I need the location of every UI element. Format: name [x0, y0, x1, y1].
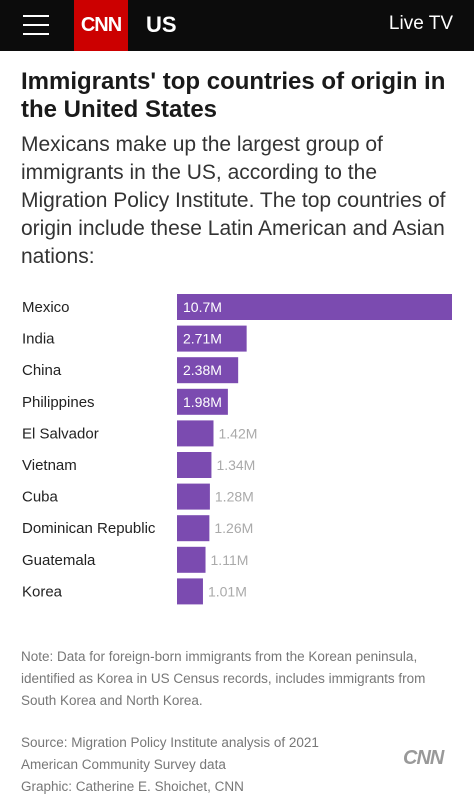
edition-label[interactable]: US	[146, 12, 177, 37]
chart-subtitle: Mexicans make up the largest group of im…	[21, 133, 446, 268]
category-label: Korea	[22, 583, 63, 600]
live-tv-link[interactable]: Live TV	[388, 13, 453, 34]
bar	[177, 357, 239, 384]
value-label: 1.11M	[211, 552, 249, 568]
value-label: 1.42M	[218, 425, 257, 441]
chart-note: Note: Data for foreign-born immigrants f…	[21, 649, 426, 708]
chart-title: Immigrants' top countries of origin in t…	[21, 68, 446, 123]
chart-source: Source: Migration Policy Institute analy…	[21, 732, 401, 798]
category-label: Mexico	[22, 299, 70, 316]
menu-icon[interactable]	[23, 12, 49, 38]
source-line: American Community Survey data	[21, 757, 226, 772]
value-label: 2.71M	[183, 331, 222, 347]
bar	[177, 420, 214, 447]
source-line: Source: Migration Policy Institute analy…	[21, 735, 319, 750]
bar	[177, 325, 247, 352]
value-label: 1.34M	[216, 457, 255, 473]
value-label: 10.7M	[183, 299, 222, 315]
top-navigation-bar: CNN US Live TV	[0, 0, 474, 51]
value-label: 1.01M	[208, 583, 247, 599]
bar	[177, 388, 228, 415]
cnn-logo[interactable]: CNN	[74, 0, 128, 51]
bar	[177, 515, 210, 542]
category-label: Vietnam	[22, 457, 77, 474]
category-label: Philippines	[22, 394, 95, 411]
value-label: 1.26M	[214, 520, 253, 536]
graphic-credit: Graphic: Catherine E. Shoichet, CNN	[21, 779, 244, 794]
category-label: El Salvador	[22, 425, 99, 442]
category-label: China	[22, 362, 62, 379]
bar-chart: Mexico 10.7M India 2.71M China 2.38M Philippin…	[22, 294, 452, 605]
bar	[177, 294, 452, 320]
value-label: 2.38M	[183, 362, 222, 378]
category-label: Guatemala	[22, 552, 96, 569]
bar	[177, 546, 206, 573]
value-label: 1.28M	[215, 489, 254, 505]
bar	[177, 483, 210, 510]
value-label: 1.98M	[183, 394, 222, 410]
category-label: Cuba	[22, 489, 59, 506]
bar	[177, 578, 203, 605]
category-label: India	[22, 331, 55, 348]
category-label: Dominican Republic	[22, 520, 156, 537]
bar	[177, 452, 212, 478]
cnn-footer-logo: CNN	[403, 747, 444, 769]
